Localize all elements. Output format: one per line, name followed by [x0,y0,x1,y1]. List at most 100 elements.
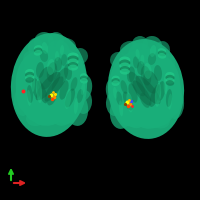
Ellipse shape [56,108,76,124]
Ellipse shape [128,83,138,103]
Ellipse shape [132,36,148,52]
Ellipse shape [120,41,140,57]
Ellipse shape [114,62,142,98]
Ellipse shape [120,69,130,75]
Ellipse shape [62,52,82,76]
Ellipse shape [25,72,34,78]
Ellipse shape [54,57,62,71]
Ellipse shape [121,80,127,94]
Ellipse shape [61,54,67,66]
Ellipse shape [47,91,57,105]
Ellipse shape [32,78,40,98]
Point [47,95,51,98]
Ellipse shape [112,78,120,84]
Ellipse shape [132,106,160,126]
Ellipse shape [112,63,148,127]
Ellipse shape [34,45,42,51]
Ellipse shape [56,38,76,54]
Ellipse shape [110,93,134,129]
Ellipse shape [166,80,174,86]
Ellipse shape [141,66,151,85]
Ellipse shape [26,47,86,117]
Ellipse shape [36,62,44,78]
Ellipse shape [158,64,178,96]
Ellipse shape [19,66,51,122]
Ellipse shape [68,52,78,60]
Ellipse shape [68,62,78,68]
Ellipse shape [36,72,60,100]
Ellipse shape [154,65,162,81]
Ellipse shape [140,93,150,108]
Ellipse shape [119,56,130,64]
Ellipse shape [150,112,170,128]
Ellipse shape [80,78,88,84]
Ellipse shape [40,50,48,62]
Ellipse shape [168,91,184,119]
Ellipse shape [158,51,166,56]
Ellipse shape [166,89,172,107]
Ellipse shape [71,77,77,91]
Ellipse shape [120,110,140,126]
Ellipse shape [48,78,80,126]
Ellipse shape [65,89,75,107]
Ellipse shape [23,51,37,69]
Ellipse shape [26,110,46,126]
Point [49,93,53,97]
Ellipse shape [80,73,88,79]
Ellipse shape [60,45,64,55]
Ellipse shape [27,90,31,106]
Ellipse shape [76,90,92,114]
Ellipse shape [144,63,152,79]
Ellipse shape [42,42,48,54]
Ellipse shape [30,46,66,74]
Ellipse shape [16,50,72,126]
Ellipse shape [27,85,33,103]
Ellipse shape [81,83,85,95]
Ellipse shape [140,55,144,65]
Ellipse shape [64,64,72,80]
Ellipse shape [112,80,120,86]
Ellipse shape [38,66,54,90]
Ellipse shape [137,61,145,75]
Ellipse shape [64,90,88,126]
Ellipse shape [25,69,34,75]
Ellipse shape [133,56,139,68]
Ellipse shape [106,92,122,116]
Ellipse shape [108,39,184,139]
Ellipse shape [55,51,59,61]
Ellipse shape [65,89,71,109]
Ellipse shape [34,50,42,56]
Ellipse shape [129,72,145,96]
Ellipse shape [155,83,161,107]
Ellipse shape [120,66,130,72]
Ellipse shape [149,84,161,107]
Ellipse shape [157,81,165,101]
Ellipse shape [46,40,70,64]
Point [129,100,133,103]
Ellipse shape [36,104,64,124]
Ellipse shape [164,74,168,94]
Ellipse shape [127,66,135,82]
Ellipse shape [128,43,152,67]
Ellipse shape [122,54,170,94]
Ellipse shape [166,72,174,78]
Ellipse shape [52,68,68,92]
Ellipse shape [80,76,88,81]
Ellipse shape [146,70,178,126]
Ellipse shape [47,59,55,75]
Ellipse shape [28,38,44,58]
Ellipse shape [25,75,34,81]
Ellipse shape [161,54,175,72]
Ellipse shape [16,72,36,112]
Ellipse shape [11,33,87,137]
Ellipse shape [126,92,133,112]
Ellipse shape [47,62,57,82]
Ellipse shape [110,51,170,121]
Point [52,95,55,99]
Ellipse shape [150,45,156,57]
Ellipse shape [34,32,54,52]
Ellipse shape [168,94,172,110]
Point [125,101,129,104]
Ellipse shape [119,62,130,70]
Ellipse shape [25,82,55,126]
